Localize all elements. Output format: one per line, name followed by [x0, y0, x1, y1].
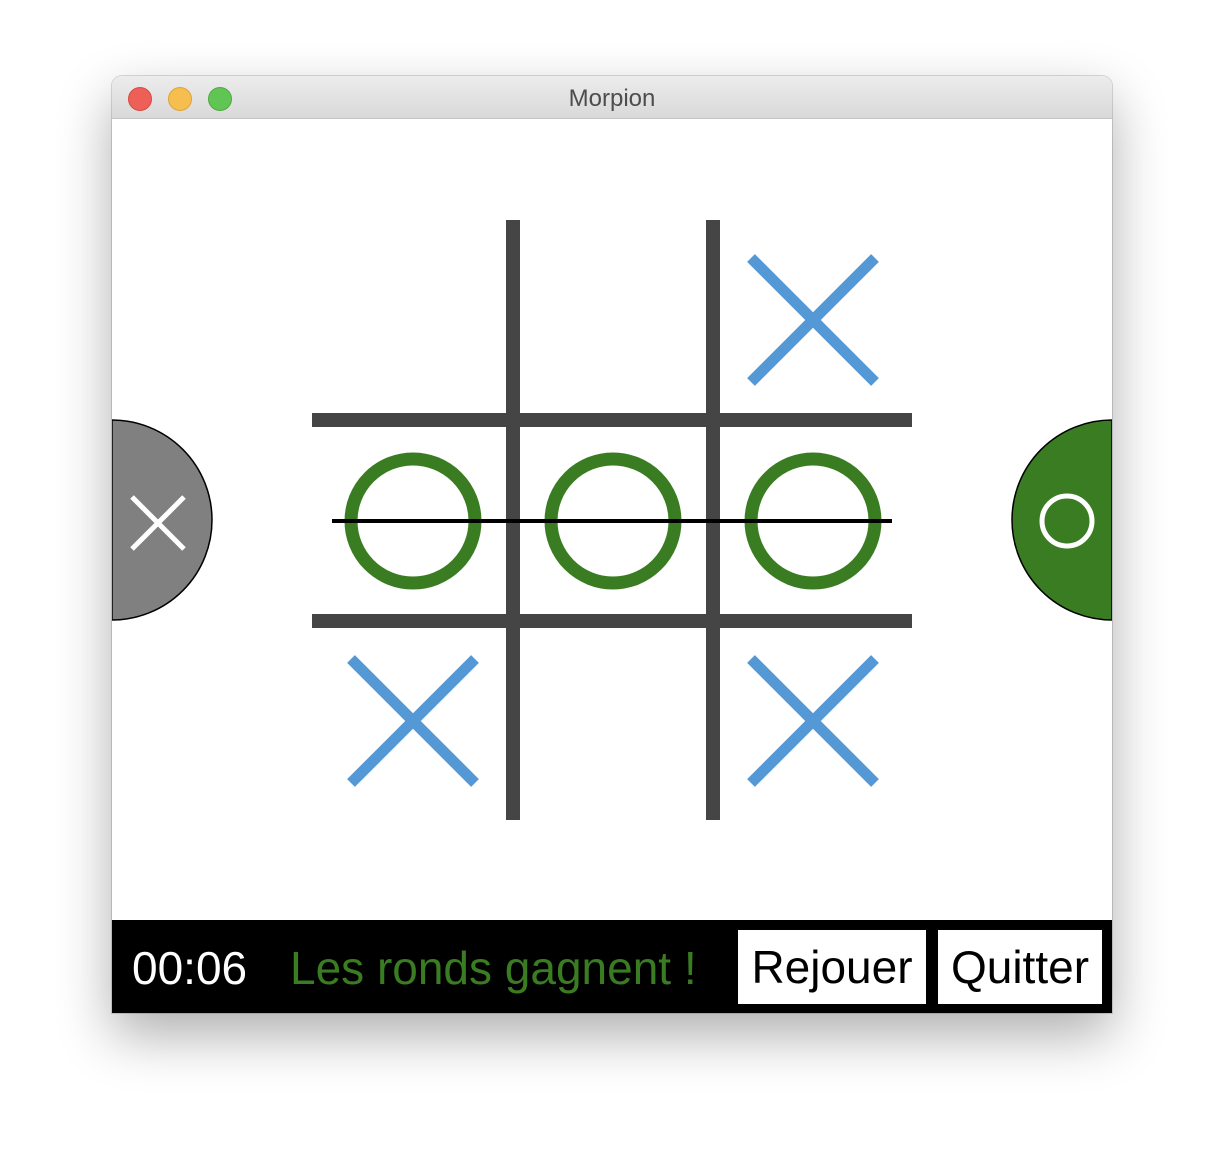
- grid-line-horizontal-1: [312, 413, 912, 427]
- x-mark: [747, 655, 879, 787]
- game-timer: 00:06: [132, 942, 248, 994]
- x-mark: [747, 254, 879, 386]
- replay-button[interactable]: Rejouer: [738, 930, 926, 1004]
- minimize-window-button[interactable]: [168, 87, 192, 111]
- game-board: [112, 220, 1112, 820]
- x-mark: [347, 655, 479, 787]
- board-cell-3-1[interactable]: [318, 626, 508, 816]
- player-x-indicator: [112, 419, 213, 621]
- player-o-indicator: [1011, 419, 1112, 621]
- grid-line-horizontal-2: [312, 614, 912, 628]
- player-x-icon: [130, 495, 186, 551]
- board-marks: [318, 225, 908, 816]
- board-cell-1-2[interactable]: [518, 225, 708, 415]
- app-window: Morpion: [112, 76, 1112, 1013]
- maximize-window-button[interactable]: [208, 87, 232, 111]
- board-cell-1-3[interactable]: [718, 225, 908, 415]
- window-title: Morpion: [568, 85, 656, 112]
- quit-button[interactable]: Quitter: [938, 930, 1102, 1004]
- game-status-message: Les ronds gagnent !: [290, 942, 697, 994]
- board-cell-3-2[interactable]: [518, 626, 708, 816]
- title-bar: Morpion: [112, 76, 1112, 119]
- player-o-icon: [1039, 493, 1095, 549]
- game-area: [112, 120, 1112, 920]
- bottom-bar: 00:06 Les ronds gagnent ! Rejouer Quitte…: [112, 920, 1112, 1013]
- board-cell-1-1[interactable]: [318, 225, 508, 415]
- board-cell-3-3[interactable]: [718, 626, 908, 816]
- close-window-button[interactable]: [128, 87, 152, 111]
